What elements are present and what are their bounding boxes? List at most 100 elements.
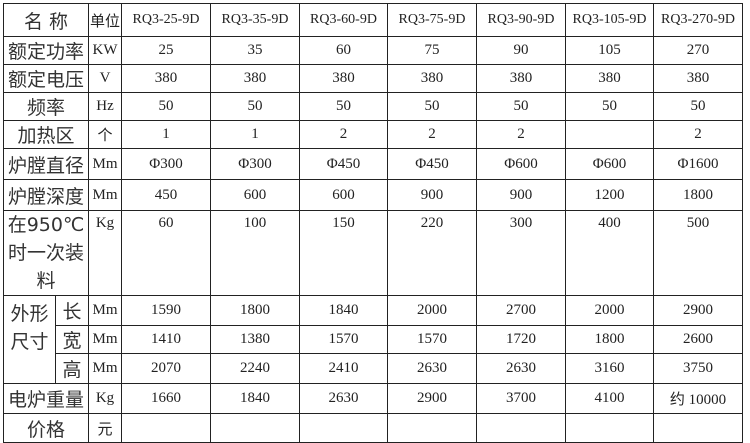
model-header: RQ3-25-9D	[121, 3, 211, 37]
value-cell: 1570	[299, 325, 388, 354]
model-header: RQ3-105-9D	[565, 3, 654, 37]
value-cell: 2600	[653, 325, 743, 354]
value-cell: 450	[121, 179, 211, 211]
value-cell: 50	[387, 92, 477, 121]
table-row: 频率 Hz 50 50 50 50 50 50 50	[3, 92, 743, 121]
value-cell: Φ600	[476, 148, 566, 180]
value-cell: 300	[476, 210, 566, 296]
value-cell: 60	[299, 36, 388, 65]
value-cell: 2	[653, 120, 743, 149]
value-cell: 2410	[299, 353, 388, 384]
value-cell: 50	[299, 92, 388, 121]
unit-cell: Mm	[88, 179, 122, 211]
value-cell: Φ600	[565, 148, 654, 180]
value-cell: 2240	[210, 353, 300, 384]
table-row: 额定功率 KW 25 35 60 75 90 105 270	[3, 36, 743, 65]
value-cell: 50	[653, 92, 743, 121]
value-cell: 1410	[121, 325, 211, 354]
value-cell: 3160	[565, 353, 654, 384]
value-cell: Φ450	[299, 148, 388, 180]
value-cell: 2900	[387, 383, 477, 414]
value-cell: 2070	[121, 353, 211, 384]
value-cell: 3700	[476, 383, 566, 414]
table-row: 在950℃时一次装料 Kg 60 100 150 220 300 400 500	[3, 210, 743, 296]
value-cell: 2630	[387, 353, 477, 384]
value-cell: 900	[476, 179, 566, 211]
value-cell: 50	[210, 92, 300, 121]
value-cell: 600	[299, 179, 388, 211]
value-cell: 380	[476, 64, 566, 93]
price-cell	[565, 413, 654, 443]
value-cell: 2	[299, 120, 388, 149]
table-row: 炉膛直径 Mm Φ300 Φ300 Φ450 Φ450 Φ600 Φ600 Φ1600	[3, 148, 743, 180]
value-cell: 380	[210, 64, 300, 93]
row-label: 频率	[3, 92, 89, 121]
value-cell: Φ1600	[653, 148, 743, 180]
value-cell: 50	[565, 92, 654, 121]
price-label: 价格	[3, 413, 89, 443]
unit-cell: Kg	[88, 383, 122, 414]
value-cell: 60	[121, 210, 211, 296]
row-label: 炉膛直径	[3, 148, 89, 180]
value-cell: 380	[565, 64, 654, 93]
table-row: 高 Mm 2070 2240 2410 2630 2630 3160 3750	[4, 353, 743, 384]
row-label: 在950℃时一次装料	[3, 210, 89, 296]
price-cell	[476, 413, 566, 443]
model-header: RQ3-60-9D	[299, 3, 388, 37]
unit-cell: Mm	[88, 325, 122, 354]
model-header: RQ3-270-9D	[653, 3, 743, 37]
dimensions-label: 外形尺寸	[3, 295, 56, 384]
unit-cell: Hz	[88, 92, 122, 121]
price-cell	[387, 413, 477, 443]
value-cell: 1	[210, 120, 300, 149]
header-name: 名 称	[3, 3, 89, 37]
table-row: 额定电压 V 380 380 380 380 380 380 380	[3, 64, 743, 93]
value-cell	[565, 120, 654, 149]
unit-cell: KW	[88, 36, 122, 65]
dimension-label: 高	[55, 353, 89, 384]
unit-cell: 元	[88, 413, 122, 443]
model-header: RQ3-35-9D	[210, 3, 300, 37]
table-row: 加热区个 1 1 2 2 2 2	[3, 120, 743, 149]
value-cell: 25	[121, 36, 211, 65]
value-cell: 90	[476, 36, 566, 65]
value-cell: 2	[387, 120, 477, 149]
dimension-label: 长	[55, 295, 89, 326]
spec-table: 名 称单位 RQ3-25-9D RQ3-35-9D RQ3-60-9D RQ3-75-9…	[3, 3, 743, 443]
row-label: 加热区	[3, 120, 89, 149]
unit-cell: V	[88, 64, 122, 93]
value-cell: 约 10000	[653, 383, 743, 414]
value-cell: 1800	[653, 179, 743, 211]
table-row: 名 称单位 RQ3-25-9D RQ3-35-9D RQ3-60-9D RQ3-75-9…	[3, 3, 743, 37]
price-cell	[210, 413, 300, 443]
value-cell: 1800	[565, 325, 654, 354]
table-row: 外形尺寸长 Mm 1590 1800 1840 2000 2700 2000 2900	[3, 295, 743, 384]
value-cell: Φ450	[387, 148, 477, 180]
value-cell: 1380	[210, 325, 300, 354]
value-cell: 100	[210, 210, 300, 296]
table-row: 宽 Mm 1410 1380 1570 1570 1720 1800 2600	[4, 325, 743, 354]
weight-label: 电炉重量	[3, 383, 89, 414]
value-cell: 220	[387, 210, 477, 296]
value-cell: 270	[653, 36, 743, 65]
price-cell	[299, 413, 388, 443]
value-cell: 2000	[387, 295, 477, 326]
row-label: 额定电压	[3, 64, 89, 93]
table-row: 电炉重量 Kg 1660 1840 2630 2900 3700 4100 约 10000	[3, 383, 743, 414]
value-cell: 380	[299, 64, 388, 93]
value-cell: 3750	[653, 353, 743, 384]
value-cell: 1	[121, 120, 211, 149]
value-cell: 2630	[476, 353, 566, 384]
value-cell: 2700	[476, 295, 566, 326]
unit-cell: Mm	[88, 353, 122, 384]
value-cell: 4100	[565, 383, 654, 414]
model-header: RQ3-90-9D	[476, 3, 566, 37]
model-header: RQ3-75-9D	[387, 3, 477, 37]
price-cell	[121, 413, 211, 443]
dimension-label: 宽	[55, 325, 89, 354]
value-cell: 2	[476, 120, 566, 149]
value-cell: 2000	[565, 295, 654, 326]
value-cell: 1840	[210, 383, 300, 414]
value-cell: Φ300	[121, 148, 211, 180]
value-cell: 50	[121, 92, 211, 121]
